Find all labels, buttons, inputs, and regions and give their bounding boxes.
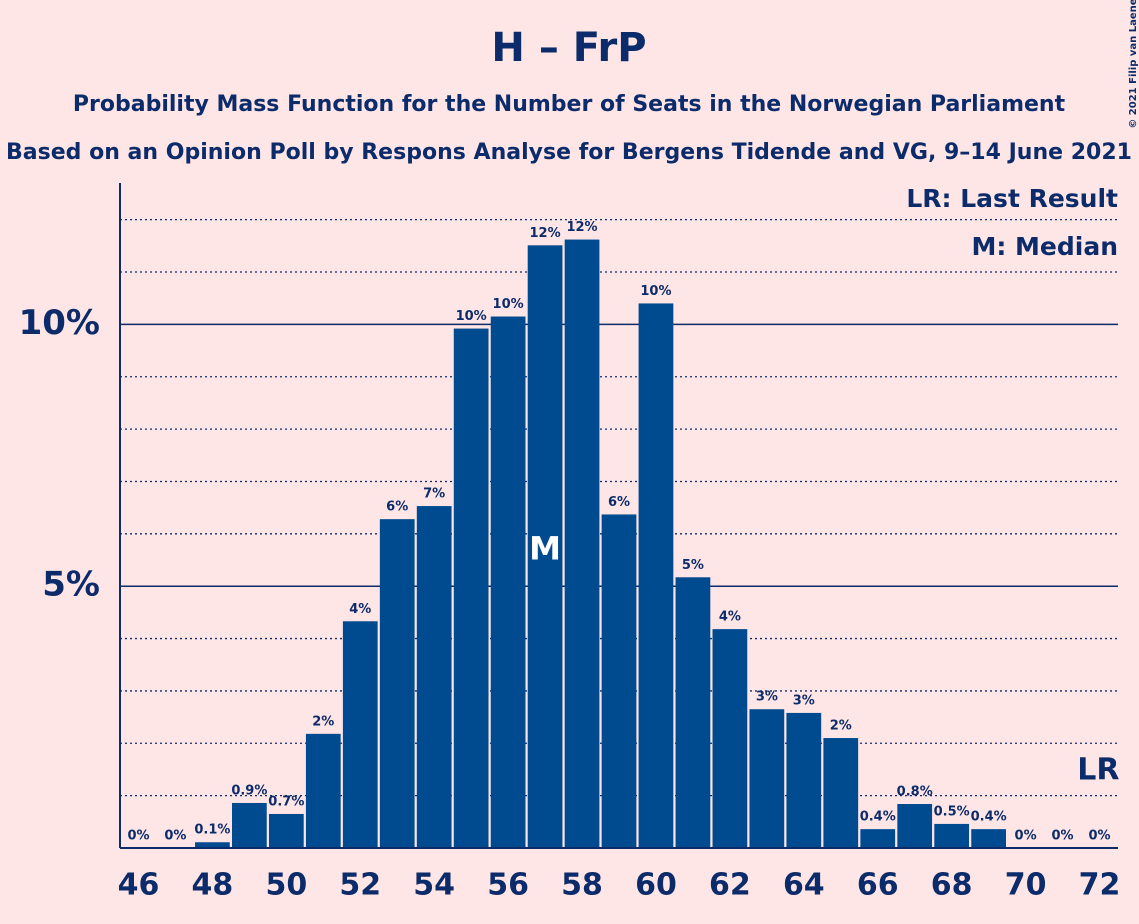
bar [231, 802, 267, 848]
value-label: 0.4% [971, 810, 1007, 825]
value-label: 0.8% [897, 785, 933, 800]
bar [453, 328, 489, 849]
bar [971, 829, 1007, 848]
value-label: 4% [349, 602, 371, 617]
last-result-marker: LR [1077, 753, 1119, 788]
value-label: 5% [682, 558, 704, 573]
bar [268, 813, 304, 848]
median-marker: M [529, 529, 561, 567]
x-tick-label: 50 [265, 868, 307, 903]
y-tick-label: 5% [42, 565, 100, 605]
value-label: 2% [312, 714, 334, 729]
x-tick-label: 54 [413, 868, 455, 903]
value-label: 10% [493, 297, 524, 312]
value-label: 6% [608, 495, 630, 510]
bar [786, 712, 822, 848]
bar [823, 738, 859, 848]
bar [379, 519, 415, 848]
bar [638, 303, 674, 848]
x-tick-label: 64 [783, 868, 825, 903]
value-label: 0.4% [860, 810, 896, 825]
value-label: 3% [793, 693, 815, 708]
chart-subtitle: Based on an Opinion Poll by Respons Anal… [6, 140, 1132, 165]
value-label: 2% [830, 719, 852, 734]
value-label: 0% [164, 829, 186, 844]
bar [675, 577, 711, 848]
x-tick-label: 48 [192, 868, 234, 903]
value-label: 10% [640, 284, 671, 299]
value-label: 0.9% [231, 783, 267, 798]
bar [601, 514, 637, 848]
bar [342, 621, 378, 848]
x-tick-label: 66 [857, 868, 899, 903]
value-label: 12% [566, 220, 597, 235]
bar [490, 316, 526, 848]
x-tick-label: 62 [709, 868, 751, 903]
bar [860, 829, 896, 848]
value-label: 0% [1015, 829, 1037, 844]
x-tick-label: 68 [931, 868, 973, 903]
bar [195, 842, 230, 848]
x-tick-label: 46 [118, 868, 160, 903]
y-tick-label: 10% [19, 303, 100, 343]
value-label: 3% [756, 690, 778, 705]
x-tick-label: 56 [487, 868, 529, 903]
bar [527, 245, 563, 848]
chart-subtitle: Probability Mass Function for the Number… [73, 92, 1066, 117]
bar [564, 239, 600, 849]
x-tick-label: 52 [339, 868, 381, 903]
value-label: 12% [530, 226, 561, 241]
value-label: 0.1% [194, 823, 230, 838]
x-tick-label: 72 [1079, 868, 1121, 903]
bar [416, 506, 452, 848]
bar [749, 709, 785, 848]
chart-title: H – FrP [491, 25, 646, 71]
copyright: © 2021 Filip van Laenen [1128, 0, 1139, 129]
value-label: 4% [719, 610, 741, 625]
x-tick-label: 70 [1005, 868, 1047, 903]
bar [305, 733, 341, 848]
bar [934, 823, 970, 848]
value-label: 0% [127, 829, 149, 844]
legend-entry: LR: Last Result [906, 184, 1118, 213]
bar [897, 804, 933, 848]
value-label: 10% [456, 309, 487, 324]
value-label: 6% [386, 500, 408, 515]
x-tick-label: 60 [635, 868, 677, 903]
value-label: 0% [1052, 829, 1074, 844]
value-label: 7% [423, 487, 445, 502]
value-label: 0.5% [934, 804, 970, 819]
value-label: 0% [1088, 829, 1110, 844]
x-tick-label: 58 [561, 868, 603, 903]
value-label: 0.7% [268, 794, 304, 809]
bar [712, 629, 748, 848]
legend-entry: M: Median [971, 232, 1118, 261]
